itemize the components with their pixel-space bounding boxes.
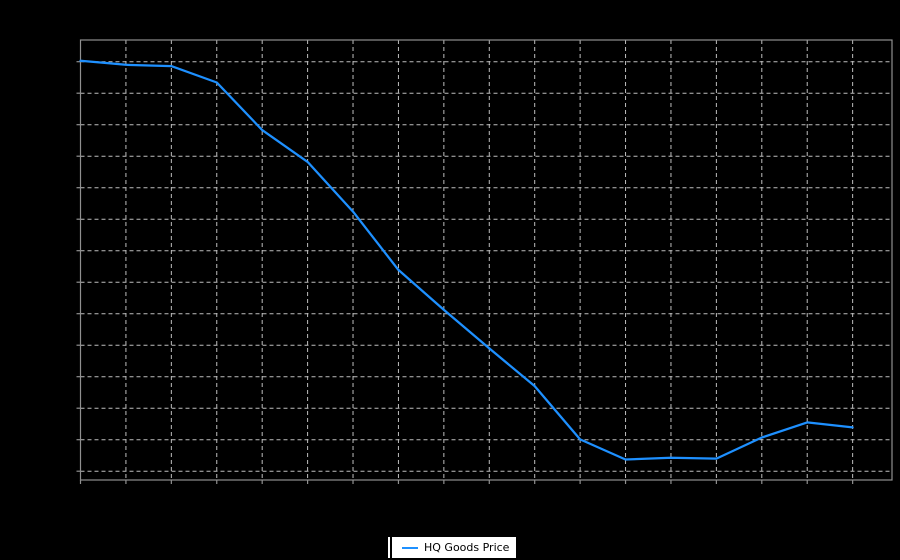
legend-label: HQ Goods Price [424,541,510,554]
series-line-hq-goods-price [79,59,854,461]
legend-line-swatch [402,546,418,549]
plot-frame [79,39,893,481]
legend: HQ Goods Price [390,537,517,558]
